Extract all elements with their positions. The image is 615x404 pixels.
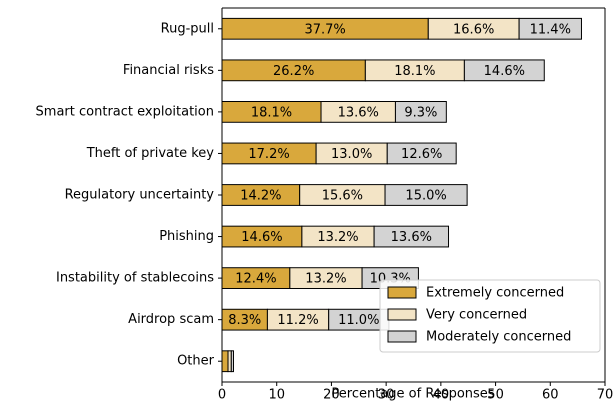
- x-axis-label: Percentage of Responses: [331, 387, 494, 402]
- value-label: 17.2%: [248, 147, 289, 162]
- value-label: 15.0%: [405, 189, 446, 204]
- value-label: 18.1%: [394, 64, 435, 79]
- value-label: 11.4%: [530, 22, 571, 37]
- x-tick-label: 20: [323, 388, 340, 403]
- value-label: 26.2%: [273, 64, 314, 79]
- legend-box: [379, 279, 601, 353]
- bar-segment: [221, 350, 229, 373]
- value-label: 37.7%: [304, 22, 345, 37]
- y-tick-label: Smart contract exploitation: [36, 104, 214, 119]
- y-tick-label: Other: [177, 354, 215, 369]
- value-label: 12.4%: [235, 272, 276, 287]
- value-label: 13.2%: [305, 272, 346, 287]
- bar-segment: [394, 101, 447, 123]
- value-label: 11.2%: [277, 313, 318, 328]
- value-label: 12.6%: [401, 147, 442, 162]
- value-label: 14.6%: [241, 230, 282, 245]
- value-label: 8.3%: [228, 313, 261, 328]
- x-tick-label: 70: [597, 388, 614, 403]
- legend-label: Very concerned: [426, 308, 527, 323]
- y-tick-label: Theft of private key: [86, 146, 215, 161]
- legend-label: Moderately concerned: [426, 330, 571, 345]
- x-tick-label: 50: [487, 388, 504, 403]
- y-tick-label: Rug-pull: [161, 21, 214, 36]
- value-label: 16.6%: [453, 22, 494, 37]
- y-tick-label: Airdrop scam: [128, 312, 214, 327]
- legend-swatch: [387, 330, 417, 343]
- value-label: 13.6%: [391, 230, 432, 245]
- bar-segment: [518, 17, 582, 40]
- y-tick-label: Phishing: [159, 229, 214, 244]
- y-tick-label: Regulatory uncertainty: [65, 188, 215, 203]
- value-label: 14.6%: [484, 64, 525, 79]
- value-label: 13.6%: [338, 105, 379, 120]
- value-label: 15.6%: [322, 189, 363, 204]
- value-label: 11.0%: [338, 313, 379, 328]
- x-tick-label: 60: [542, 388, 559, 403]
- legend-swatch: [387, 308, 417, 321]
- value-label: 9.3%: [404, 105, 437, 120]
- bar-segment: [384, 184, 468, 206]
- x-tick-label: 10: [268, 388, 285, 403]
- y-tick-label: Financial risks: [123, 63, 214, 78]
- legend-swatch: [387, 286, 417, 299]
- value-label: 13.0%: [331, 147, 372, 162]
- x-tick-label: 40: [433, 388, 450, 403]
- bar-segment: [463, 59, 545, 82]
- x-tick-label: 30: [378, 388, 395, 403]
- y-tick-label: Instability of stablecoins: [56, 271, 214, 286]
- bar-segment: [373, 225, 450, 248]
- bar-segment: [230, 350, 234, 373]
- value-label: 14.2%: [240, 189, 281, 204]
- value-label: 13.2%: [317, 230, 358, 245]
- bar-segment: [386, 142, 457, 165]
- value-label: 18.1%: [251, 105, 292, 120]
- x-tick-label: 0: [218, 388, 226, 403]
- legend-label: Extremely concerned: [426, 286, 564, 301]
